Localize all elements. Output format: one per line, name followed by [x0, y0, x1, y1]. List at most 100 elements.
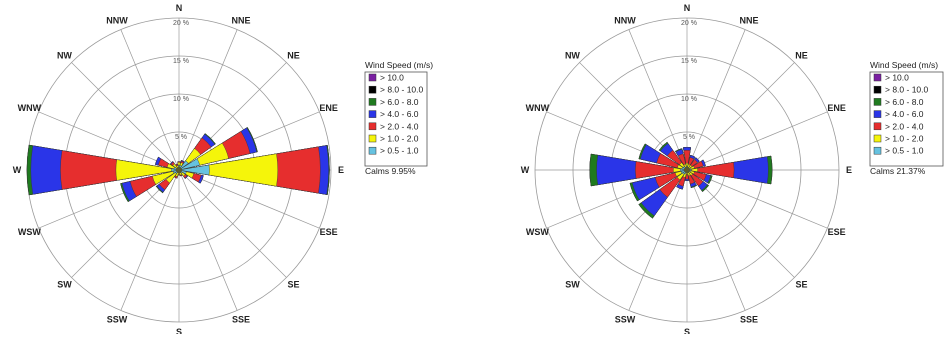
petal-w-bin-1 [679, 168, 688, 172]
spoke-ssw [120, 169, 180, 311]
legend-label-5: > 2.0 - 4.0 [885, 121, 924, 131]
petal-e-bin-2 [178, 153, 278, 187]
legend-label-3: > 6.0 - 8.0 [380, 97, 419, 107]
direction-label-sse: SSE [740, 315, 758, 325]
wind-rose-2: 5 % 10 % 15 % 20 % N NNE NE ENE E ESE SE SSE S SSW SW W… [521, 3, 852, 337]
direction-label-s: S [176, 327, 182, 334]
legend-title: Wind Speed (m/s) [870, 60, 938, 70]
legend-swatch-4 [873, 110, 882, 118]
direction-label-sw: SW [565, 280, 580, 290]
legend-swatch-3 [873, 98, 882, 106]
legend-swatch-1 [873, 73, 882, 82]
legend-label-4: > 4.0 - 6.0 [380, 109, 419, 119]
direction-label-e: E [846, 165, 852, 175]
spoke-nnw [120, 29, 180, 171]
direction-label-wnw: WNW [18, 103, 42, 113]
legend-1: Wind Speed (m/s) > 10.0 > 8.0 - 10.0 > 6.0 … [364, 60, 433, 176]
petal-wsw-bin-2 [152, 169, 180, 185]
petal-ene-bin-1 [178, 158, 200, 171]
spoke-ssw [628, 169, 688, 311]
spoke-nne [178, 29, 238, 171]
direction-label-ssw: SSW [615, 315, 636, 325]
direction-label-s: S [684, 327, 690, 334]
legend-label-6: > 1.0 - 2.0 [380, 134, 419, 144]
direction-label-e: E [338, 165, 344, 175]
legend-label-7: > 0.5 - 1.0 [380, 146, 419, 156]
radial-label-5: 5 % [683, 134, 695, 141]
legend-label-3: > 6.0 - 8.0 [885, 97, 924, 107]
direction-label-nw: NW [565, 50, 580, 60]
direction-label-ne: NE [287, 50, 300, 60]
radial-label-10: 10 % [173, 96, 189, 103]
legend-2: Wind Speed (m/s) > 10.0 > 8.0 - 10.0 > 6.0 … [869, 60, 944, 176]
spoke-nw [71, 62, 180, 171]
spoke-sse [178, 169, 238, 311]
radial-label-10: 10 % [681, 96, 697, 103]
petal-e-bin-2 [686, 168, 698, 172]
petal-w-bin-1 [171, 168, 180, 172]
calms-label: Calms 21.37% [870, 166, 926, 176]
petal-ne-bin-1 [178, 160, 189, 171]
legend-label-4: > 4.0 - 6.0 [885, 109, 924, 119]
legend-label-2: > 8.0 - 10.0 [380, 85, 424, 95]
petal-w-bin-2 [115, 159, 180, 181]
petal-e-bin-3 [686, 162, 735, 178]
calms-label: Calms 9.95% [365, 166, 416, 176]
direction-label-w: W [521, 165, 530, 175]
radial-label-15: 15 % [173, 58, 189, 65]
direction-label-nne: NNE [739, 15, 758, 25]
legend-box [869, 71, 944, 167]
rose-center [684, 167, 690, 173]
direction-label-ese: ESE [320, 227, 338, 237]
spoke-nnw [628, 29, 688, 171]
direction-label-sw: SW [57, 280, 72, 290]
wind-rose-1: 5 % 10 % 15 % 20 % N NNE NE ENE E ESE SE SSE S SSW SW W… [13, 3, 344, 337]
direction-label-wnw: WNW [526, 103, 550, 113]
legend-swatch-2 [368, 85, 377, 94]
direction-label-wsw: WSW [18, 227, 41, 237]
legend-label-1: > 10.0 [380, 73, 404, 83]
direction-label-ne: NE [795, 50, 808, 60]
petal-w-bin-3 [635, 161, 688, 179]
legend-swatch-2 [873, 85, 882, 94]
radial-label-15: 15 % [681, 58, 697, 65]
spoke-wnw [38, 111, 180, 171]
petal-e-bin-1 [178, 164, 210, 176]
radial-label-20: 20 % [681, 20, 697, 27]
legend-label-5: > 2.0 - 4.0 [380, 121, 419, 131]
direction-label-sse: SSE [232, 315, 250, 325]
spoke-nne [686, 29, 746, 171]
legend-swatch-5 [873, 122, 882, 131]
spoke-ene [686, 111, 828, 171]
direction-label-ssw: SSW [107, 315, 128, 325]
legend-swatch-4 [368, 110, 377, 118]
rose-center [176, 167, 182, 173]
radial-label-20: 20 % [173, 20, 189, 27]
direction-label-ene: ENE [319, 103, 338, 113]
legend-label-6: > 1.0 - 2.0 [885, 134, 924, 144]
direction-label-nnw: NNW [106, 15, 128, 25]
direction-label-wsw: WSW [526, 227, 549, 237]
legend-label-2: > 8.0 - 10.0 [885, 85, 929, 95]
direction-label-n: N [176, 3, 183, 13]
direction-label-se: SE [288, 280, 300, 290]
direction-label-w: W [13, 165, 22, 175]
direction-label-nnw: NNW [614, 15, 636, 25]
legend-swatch-7 [873, 146, 882, 155]
spoke-sse [686, 169, 746, 311]
direction-label-se: SE [796, 280, 808, 290]
spoke-se [178, 169, 287, 278]
legend-swatch-6 [368, 134, 377, 143]
spoke-ne [686, 62, 795, 171]
radial-label-5: 5 % [175, 134, 187, 141]
legend-swatch-5 [368, 122, 377, 131]
legend-swatch-7 [368, 146, 377, 155]
direction-label-n: N [684, 3, 691, 13]
legend-swatch-1 [368, 73, 377, 82]
direction-label-ese: ESE [828, 227, 846, 237]
direction-label-nne: NNE [231, 15, 250, 25]
spoke-ese [178, 169, 320, 229]
legend-label-1: > 10.0 [885, 73, 909, 83]
legend-swatch-3 [368, 98, 377, 106]
